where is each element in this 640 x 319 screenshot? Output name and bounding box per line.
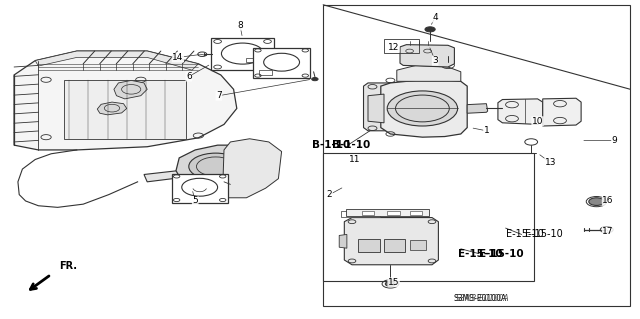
Text: 4: 4 — [433, 13, 438, 22]
Bar — [410, 211, 422, 215]
Polygon shape — [223, 139, 282, 198]
Polygon shape — [368, 94, 384, 123]
Text: E-15-10: E-15-10 — [506, 229, 543, 240]
Text: FR.: FR. — [60, 261, 77, 271]
Text: B-1-10: B-1-10 — [312, 139, 351, 150]
Text: S3M3-E0100A: S3M3-E0100A — [456, 294, 510, 303]
Bar — [384, 239, 405, 252]
Polygon shape — [35, 51, 198, 70]
Text: B-1-10: B-1-10 — [332, 139, 370, 150]
Circle shape — [387, 91, 458, 126]
Text: S3M3-E0100A: S3M3-E0100A — [453, 294, 507, 303]
Text: E-15-10: E-15-10 — [458, 249, 502, 259]
Circle shape — [189, 153, 243, 180]
Polygon shape — [498, 99, 543, 124]
Text: 10: 10 — [532, 117, 543, 126]
Text: 1: 1 — [484, 126, 489, 135]
Text: 17: 17 — [602, 227, 614, 236]
Polygon shape — [346, 209, 429, 216]
Bar — [259, 70, 272, 75]
Circle shape — [385, 281, 396, 286]
Bar — [323, 5, 630, 306]
Bar — [358, 239, 380, 252]
Polygon shape — [114, 80, 147, 99]
Polygon shape — [14, 51, 237, 150]
Polygon shape — [381, 80, 467, 137]
Text: 11: 11 — [349, 155, 361, 164]
Bar — [211, 38, 274, 70]
Circle shape — [589, 198, 604, 205]
Bar — [410, 240, 426, 250]
Bar — [64, 80, 186, 139]
Polygon shape — [236, 142, 278, 187]
Text: 5: 5 — [193, 197, 198, 205]
Text: 6: 6 — [186, 72, 191, 81]
Text: 8: 8 — [237, 21, 243, 30]
Text: 15: 15 — [388, 278, 399, 287]
Text: E-15-10: E-15-10 — [525, 229, 563, 240]
Text: 2: 2 — [327, 190, 332, 199]
Bar — [387, 211, 400, 215]
Polygon shape — [543, 98, 581, 126]
Text: 13: 13 — [545, 158, 556, 167]
Circle shape — [312, 78, 318, 81]
Polygon shape — [339, 234, 347, 248]
Bar — [323, 153, 534, 281]
Bar — [246, 58, 258, 62]
Polygon shape — [344, 218, 438, 265]
Polygon shape — [97, 102, 127, 115]
Text: 12: 12 — [388, 43, 399, 52]
Bar — [362, 211, 374, 215]
Bar — [384, 39, 419, 53]
Circle shape — [425, 27, 435, 32]
Bar — [341, 211, 380, 217]
Polygon shape — [364, 83, 396, 131]
Polygon shape — [400, 45, 454, 67]
Text: 14: 14 — [172, 53, 184, 62]
Polygon shape — [467, 104, 488, 113]
Polygon shape — [397, 65, 461, 81]
Bar — [172, 174, 228, 203]
Polygon shape — [144, 145, 262, 182]
Text: 7: 7 — [216, 91, 221, 100]
Polygon shape — [176, 145, 262, 193]
Text: E-15-10: E-15-10 — [479, 249, 524, 259]
Bar — [253, 48, 310, 78]
Text: 9: 9 — [612, 136, 617, 145]
Text: 16: 16 — [602, 197, 614, 205]
Text: 3: 3 — [433, 56, 438, 65]
